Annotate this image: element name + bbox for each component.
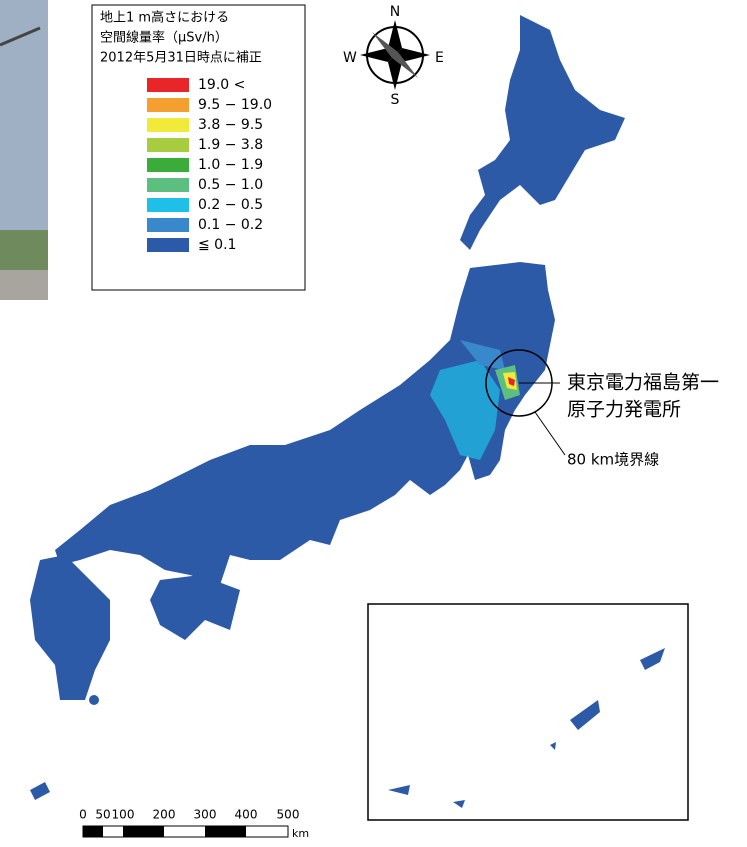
scale-unit: km <box>292 827 309 840</box>
legend-swatch <box>147 78 189 92</box>
scale-label: 50 <box>95 808 110 822</box>
compass-label: W <box>343 50 357 66</box>
legend-swatch <box>147 158 189 172</box>
legend-label: 1.0 − 1.9 <box>198 157 263 173</box>
legend-label: 9.5 − 19.0 <box>198 97 272 113</box>
photo <box>0 0 48 300</box>
legend-swatch <box>147 238 189 252</box>
scale-label: 200 <box>153 808 176 822</box>
legend-swatch <box>147 138 189 152</box>
scale-label: 0 <box>79 808 87 822</box>
scale-label: 300 <box>194 808 217 822</box>
legend-title: 2012年5月31日時点に補正 <box>100 51 262 66</box>
compass-label: E <box>435 50 444 66</box>
leader-line <box>535 412 565 455</box>
legend-swatch <box>147 98 189 112</box>
legend-title: 空間線量率（μSv/h） <box>100 30 228 46</box>
legend-label: ≦ 0.1 <box>198 237 236 253</box>
legend-label: 0.2 − 0.5 <box>198 197 263 213</box>
compass-label: S <box>391 92 400 108</box>
scale-label: 500 <box>277 808 300 822</box>
boundary-label: 80 km境界線 <box>567 451 659 469</box>
legend-label: 0.5 − 1.0 <box>198 177 263 193</box>
legend-label: 3.8 − 9.5 <box>198 117 263 133</box>
compass-label: N <box>390 4 400 20</box>
legend-label: 1.9 − 3.8 <box>198 137 263 153</box>
plant-label: 原子力発電所 <box>567 399 681 421</box>
compass: N S E W <box>343 4 444 108</box>
legend-label: 19.0 < <box>198 77 245 93</box>
legend-title: 地上1 m高さにおける <box>100 10 229 26</box>
legend-swatch <box>147 118 189 132</box>
map: 東京電力福島第一 原子力発電所 80 km境界線 地上1 m高さにおける空間線量… <box>0 0 747 843</box>
legend-swatch <box>147 218 189 232</box>
legend-swatch <box>147 178 189 192</box>
legend-swatch <box>147 198 189 212</box>
inset-box <box>368 604 688 820</box>
plant-label: 東京電力福島第一 <box>567 372 719 394</box>
scale-label: 100 <box>112 808 135 822</box>
legend-label: 0.1 − 0.2 <box>198 217 263 233</box>
scale-label: 400 <box>235 808 258 822</box>
